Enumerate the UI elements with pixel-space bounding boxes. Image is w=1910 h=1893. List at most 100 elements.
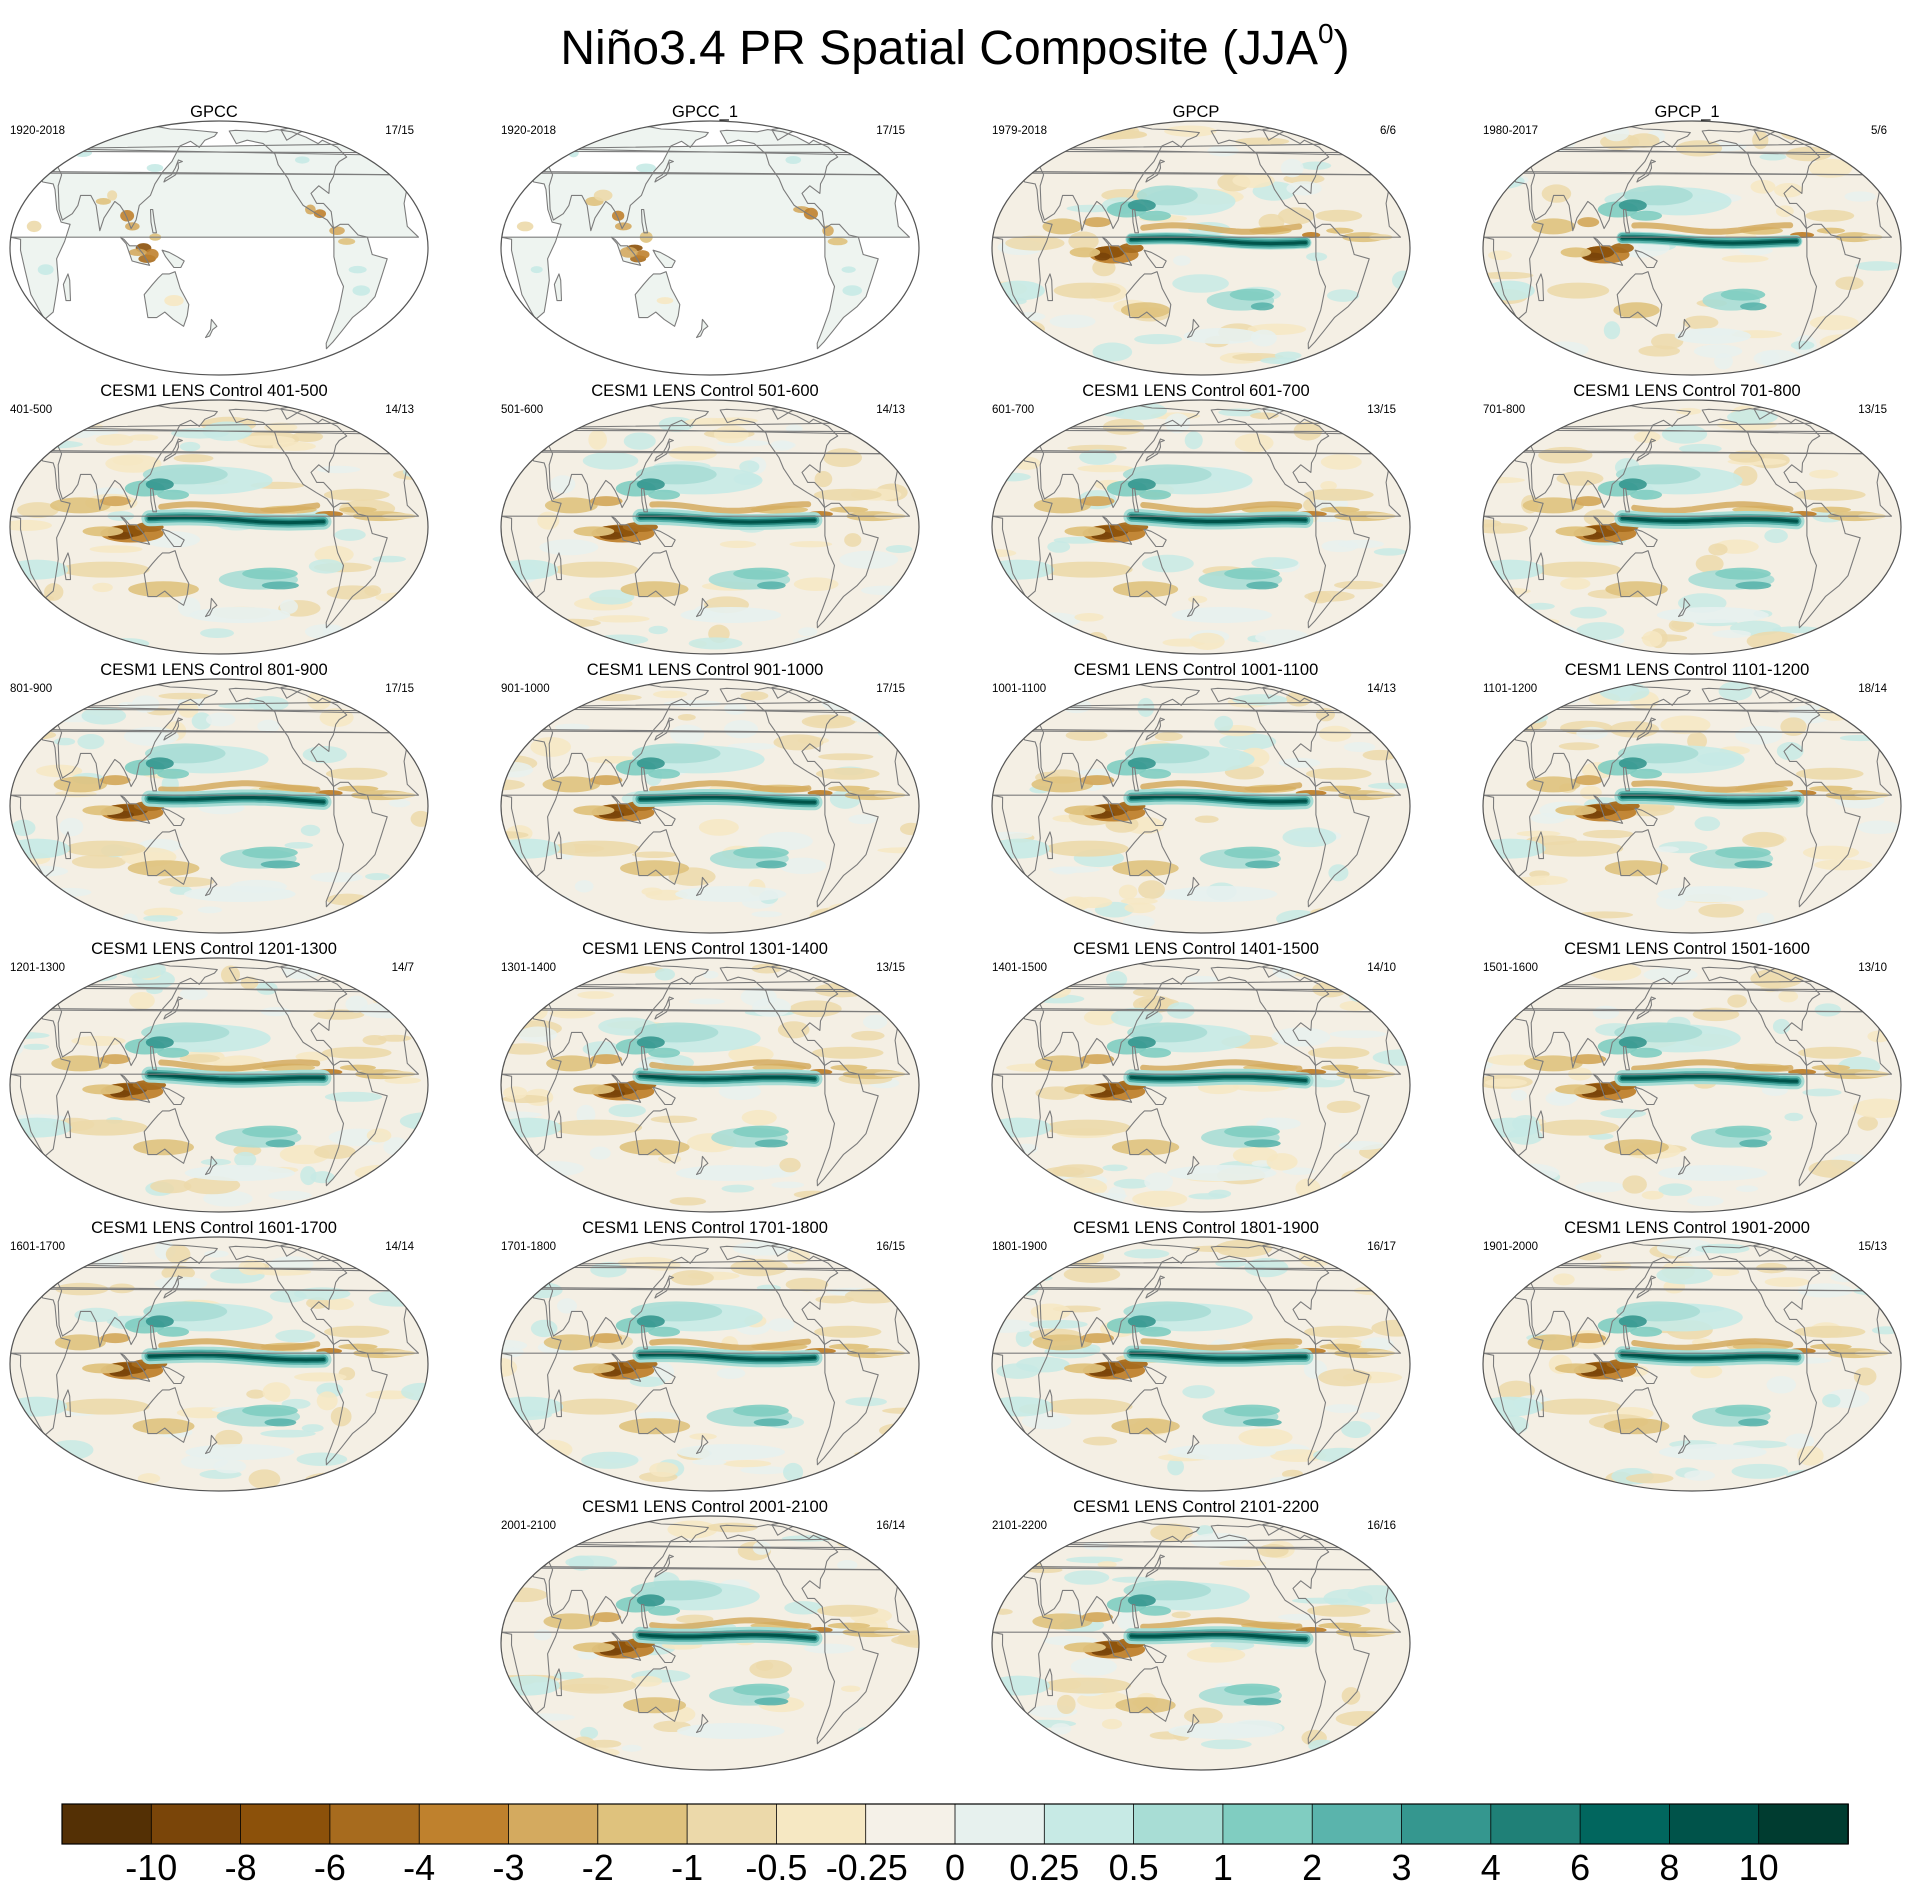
colorbar-tick-label: -3 xyxy=(492,1847,525,1888)
panel-period: 1501-1600 xyxy=(1483,962,1538,974)
map-field xyxy=(500,120,920,376)
panel-period: 1901-2000 xyxy=(1483,1241,1538,1253)
colorbar-swatch xyxy=(1579,1803,1671,1845)
map-panel: CESM1 LENS Control 1301-1400 1301-1400 13/… xyxy=(491,939,920,1214)
panel-period: 1980-2017 xyxy=(1483,125,1538,137)
colorbar-swatch xyxy=(776,1803,867,1845)
panel-period: 1101-1200 xyxy=(1483,683,1538,695)
colorbar-tick-label: 6 xyxy=(1570,1847,1591,1888)
colorbar-swatch xyxy=(1133,1803,1224,1845)
map-field xyxy=(500,678,920,934)
colorbar-tick-label: 0.5 xyxy=(1108,1847,1159,1888)
panel-period: 1401-1500 xyxy=(992,962,1047,974)
colorbar-swatch xyxy=(1669,1803,1760,1845)
colorbar-swatch xyxy=(597,1803,688,1845)
map-panel: CESM1 LENS Control 801-900 801-900 17/15 xyxy=(0,660,429,935)
panel-count: 6/6 xyxy=(1380,125,1396,137)
panel-count: 14/14 xyxy=(385,1241,414,1253)
panel-count: 15/13 xyxy=(1858,1241,1887,1253)
map-field xyxy=(991,678,1411,934)
colorbar-tick-label: 4 xyxy=(1480,1847,1501,1888)
panel-title: CESM1 LENS Control 1901-2000 xyxy=(1564,1219,1810,1237)
panel-count: 14/10 xyxy=(1367,962,1396,974)
panel-count: 13/10 xyxy=(1858,962,1887,974)
panel-period: 801-900 xyxy=(10,683,53,695)
map-field xyxy=(9,1236,429,1492)
panel-period: 2001-2100 xyxy=(501,1520,556,1532)
colorbar-swatch xyxy=(1758,1803,1849,1845)
panel-title: CESM1 LENS Control 1701-1800 xyxy=(582,1219,828,1237)
panel-title: CESM1 LENS Control 1101-1200 xyxy=(1564,661,1810,679)
panel-title: CESM1 LENS Control 901-1000 xyxy=(586,661,824,679)
map-panel: CESM1 LENS Control 1101-1200 1101-1200 18/… xyxy=(1473,660,1902,935)
panel-title: CESM1 LENS Control 1801-1900 xyxy=(1073,1219,1319,1237)
panel-period: 1601-1700 xyxy=(10,1241,65,1253)
colorbar-swatch xyxy=(865,1803,956,1845)
map-panel: CESM1 LENS Control 1001-1100 1001-1100 14/… xyxy=(982,660,1411,935)
colorbar-swatch xyxy=(1311,1803,1403,1845)
map-panel: CESM1 LENS Control 401-500 401-500 14/13 xyxy=(0,381,429,656)
panel-period: 1201-1300 xyxy=(10,962,65,974)
panel-title: GPCP_1 xyxy=(1654,103,1720,121)
panel-count: 18/14 xyxy=(1858,683,1887,695)
colorbar-tick-label: -0.5 xyxy=(745,1847,808,1888)
panel-title: GPCC_1 xyxy=(671,103,739,121)
panel-count: 16/14 xyxy=(876,1520,905,1532)
map-field xyxy=(991,1515,1411,1771)
colorbar-swatch xyxy=(954,1803,1046,1845)
map-panel: CESM1 LENS Control 1401-1500 1401-1500 14/… xyxy=(982,939,1411,1214)
map-field xyxy=(991,1236,1411,1492)
panel-period: 1920-2018 xyxy=(10,125,65,137)
panel-title: CESM1 LENS Control 1001-1100 xyxy=(1073,661,1319,679)
panel-title: CESM1 LENS Control 701-800 xyxy=(1573,382,1801,400)
panel-title: GPCP xyxy=(1172,103,1220,121)
map-field xyxy=(1482,1236,1902,1492)
panel-period: 2101-2200 xyxy=(992,1520,1047,1532)
colorbar-swatch xyxy=(1401,1803,1492,1845)
colorbar-tick-label: 2 xyxy=(1302,1847,1323,1888)
map-panel: GPCC 1920-2018 17/15 xyxy=(0,102,429,377)
panel-title: CESM1 LENS Control 501-600 xyxy=(591,382,819,400)
map-field xyxy=(500,1236,920,1492)
map-panel: CESM1 LENS Control 1201-1300 1201-1300 14/… xyxy=(0,939,429,1214)
panel-title: CESM1 LENS Control 601-700 xyxy=(1082,382,1310,400)
colorbar-swatch xyxy=(1043,1803,1135,1845)
panel-count: 17/15 xyxy=(385,125,414,137)
page-title: Niño3.4 PR Spatial Composite (JJA0) xyxy=(0,6,1910,81)
panel-count: 17/15 xyxy=(876,683,905,695)
colorbar-swatch xyxy=(418,1803,510,1845)
map-panel: CESM1 LENS Control 2001-2100 2001-2100 16/… xyxy=(491,1497,920,1772)
map-panel: CESM1 LENS Control 1801-1900 1801-1900 16/… xyxy=(982,1218,1411,1493)
panel-period: 401-500 xyxy=(10,404,53,416)
colorbar-tick-label: 0.25 xyxy=(1009,1847,1080,1888)
colorbar-swatch xyxy=(1222,1803,1314,1845)
panel-count: 14/7 xyxy=(391,962,414,974)
map-field xyxy=(500,399,920,655)
panel-period: 1801-1900 xyxy=(992,1241,1047,1253)
panel-count: 14/13 xyxy=(385,404,414,416)
colorbar-tick-label: -2 xyxy=(581,1847,614,1888)
map-field xyxy=(9,957,429,1213)
panel-title: GPCC xyxy=(190,103,238,121)
map-panel: CESM1 LENS Control 2101-2200 2101-2200 16/… xyxy=(982,1497,1411,1772)
map-field xyxy=(1482,399,1902,655)
map-panel: GPCP 1979-2018 6/6 xyxy=(982,102,1411,377)
colorbar-tick-label: -10 xyxy=(125,1847,178,1888)
panel-period: 1701-1800 xyxy=(501,1241,556,1253)
panel-count: 16/16 xyxy=(1367,1520,1396,1532)
map-field xyxy=(1482,120,1902,376)
colorbar-tick-label: 10 xyxy=(1738,1847,1779,1888)
colorbar-swatch xyxy=(508,1803,599,1845)
map-panel: GPCC_1 1920-2018 17/15 xyxy=(491,102,920,377)
page-title-close: ) xyxy=(1333,22,1350,75)
map-field xyxy=(1482,678,1902,934)
map-field xyxy=(9,120,429,376)
panel-count: 16/15 xyxy=(876,1241,905,1253)
map-field xyxy=(991,399,1411,655)
colorbar-swatch xyxy=(1490,1803,1582,1845)
panel-title: CESM1 LENS Control 2101-2200 xyxy=(1073,1498,1319,1516)
map-panel: CESM1 LENS Control 501-600 501-600 14/13 xyxy=(491,381,920,656)
map-field xyxy=(500,1515,920,1771)
colorbar-tick-label: -0.25 xyxy=(825,1847,908,1888)
map-panel: CESM1 LENS Control 701-800 701-800 13/15 xyxy=(1473,381,1902,656)
